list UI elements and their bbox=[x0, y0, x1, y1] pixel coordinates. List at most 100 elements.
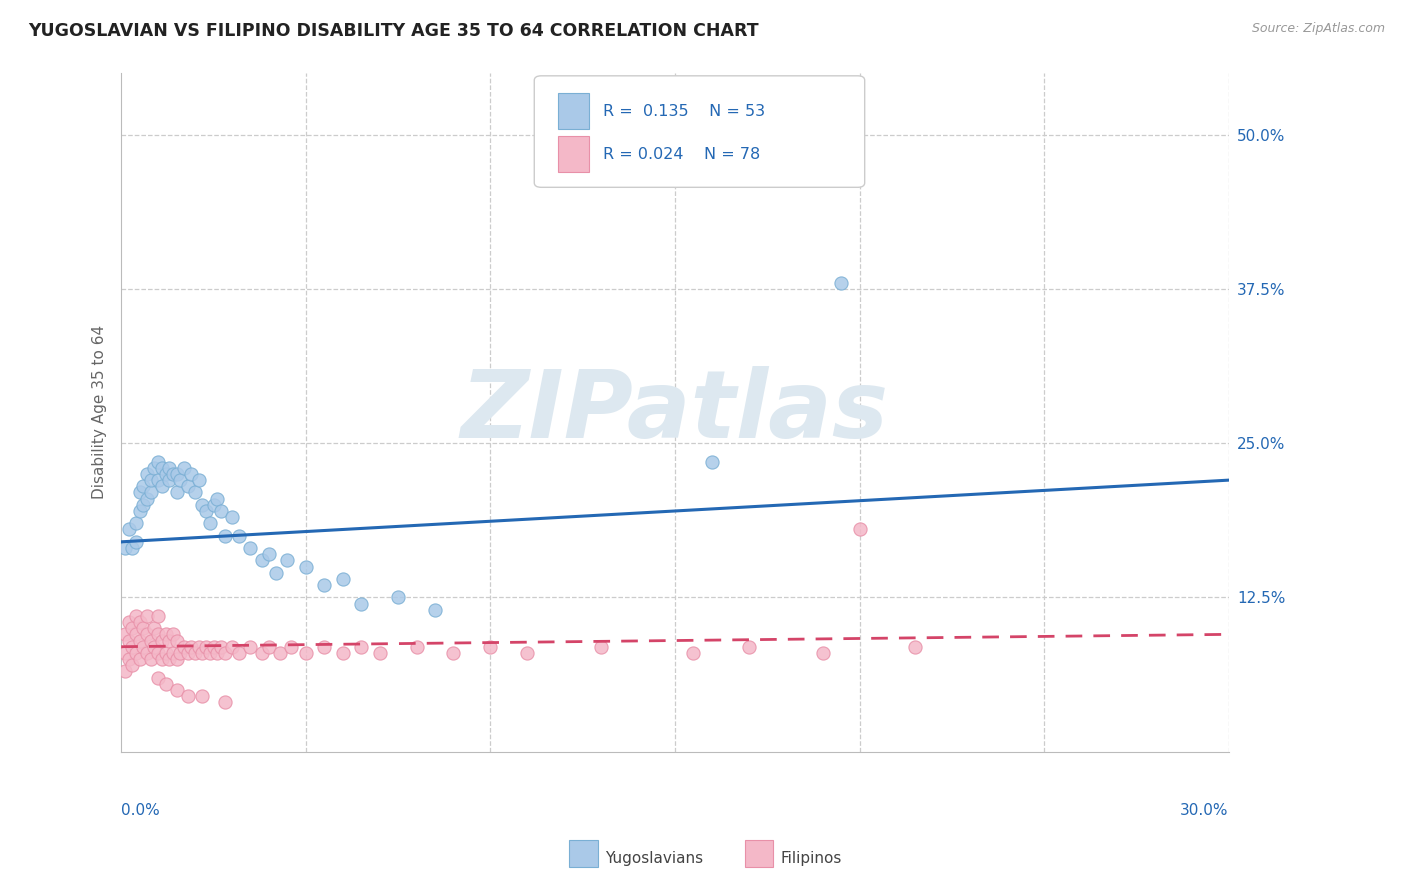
Point bbox=[221, 510, 243, 524]
Point bbox=[214, 695, 236, 709]
Point bbox=[128, 485, 150, 500]
Point bbox=[128, 504, 150, 518]
Point bbox=[314, 578, 336, 592]
Point bbox=[176, 479, 198, 493]
Point bbox=[811, 646, 834, 660]
Point bbox=[162, 627, 184, 641]
Point bbox=[443, 646, 465, 660]
Point bbox=[904, 640, 927, 654]
Point bbox=[184, 485, 207, 500]
Point bbox=[166, 682, 188, 697]
Point bbox=[125, 516, 148, 531]
Point bbox=[276, 553, 298, 567]
Point bbox=[264, 566, 287, 580]
Point bbox=[117, 615, 139, 629]
Point bbox=[516, 646, 538, 660]
Point bbox=[202, 640, 225, 654]
Point bbox=[250, 646, 273, 660]
Point bbox=[132, 640, 155, 654]
Point bbox=[136, 646, 159, 660]
Point bbox=[136, 608, 159, 623]
Point bbox=[114, 541, 136, 555]
Text: Source: ZipAtlas.com: Source: ZipAtlas.com bbox=[1251, 22, 1385, 36]
Point bbox=[176, 646, 198, 660]
Point bbox=[173, 640, 195, 654]
Point bbox=[114, 627, 136, 641]
Point bbox=[191, 498, 214, 512]
Point bbox=[155, 467, 177, 481]
Point bbox=[202, 498, 225, 512]
Point bbox=[146, 608, 169, 623]
Point bbox=[121, 658, 143, 673]
Point bbox=[157, 633, 180, 648]
Point bbox=[146, 627, 169, 641]
Point bbox=[162, 646, 184, 660]
Text: 30.0%: 30.0% bbox=[1180, 804, 1229, 818]
Point bbox=[128, 615, 150, 629]
Point bbox=[591, 640, 613, 654]
Point bbox=[423, 603, 446, 617]
Point bbox=[166, 485, 188, 500]
Point bbox=[257, 547, 280, 561]
Point bbox=[682, 646, 704, 660]
Point bbox=[195, 640, 218, 654]
Point bbox=[191, 689, 214, 703]
Point bbox=[184, 646, 207, 660]
Point bbox=[294, 646, 316, 660]
Text: Yugoslavians: Yugoslavians bbox=[605, 852, 703, 866]
Point bbox=[132, 479, 155, 493]
Point bbox=[387, 591, 409, 605]
Point bbox=[479, 640, 502, 654]
Point bbox=[132, 498, 155, 512]
Point bbox=[139, 652, 162, 666]
Point bbox=[191, 646, 214, 660]
Text: YUGOSLAVIAN VS FILIPINO DISABILITY AGE 35 TO 64 CORRELATION CHART: YUGOSLAVIAN VS FILIPINO DISABILITY AGE 3… bbox=[28, 22, 759, 40]
Point bbox=[176, 689, 198, 703]
Point bbox=[121, 621, 143, 635]
Point bbox=[738, 640, 761, 654]
Point bbox=[136, 467, 159, 481]
Point bbox=[187, 640, 209, 654]
Point bbox=[132, 621, 155, 635]
Point bbox=[209, 640, 232, 654]
Point bbox=[314, 640, 336, 654]
Point bbox=[162, 467, 184, 481]
Text: ZIPatlas: ZIPatlas bbox=[461, 367, 889, 458]
Point bbox=[155, 627, 177, 641]
Point bbox=[157, 473, 180, 487]
Point bbox=[180, 467, 202, 481]
Point bbox=[280, 640, 302, 654]
Point bbox=[209, 504, 232, 518]
Point bbox=[139, 473, 162, 487]
Point bbox=[114, 646, 136, 660]
Point bbox=[221, 640, 243, 654]
Text: 0.0%: 0.0% bbox=[121, 804, 160, 818]
Point bbox=[146, 455, 169, 469]
Point bbox=[187, 473, 209, 487]
Y-axis label: Disability Age 35 to 64: Disability Age 35 to 64 bbox=[93, 326, 107, 500]
Point bbox=[166, 467, 188, 481]
Point bbox=[239, 640, 262, 654]
Point bbox=[150, 460, 173, 475]
Point bbox=[257, 640, 280, 654]
Point bbox=[121, 640, 143, 654]
Point bbox=[214, 646, 236, 660]
Point bbox=[117, 633, 139, 648]
Point bbox=[155, 676, 177, 690]
Point bbox=[128, 652, 150, 666]
Point bbox=[228, 529, 250, 543]
Point bbox=[166, 652, 188, 666]
Point bbox=[143, 460, 166, 475]
Text: Filipinos: Filipinos bbox=[780, 852, 842, 866]
Point bbox=[125, 627, 148, 641]
Point bbox=[368, 646, 391, 660]
Point bbox=[591, 140, 613, 154]
Point bbox=[180, 640, 202, 654]
Point bbox=[228, 646, 250, 660]
Point bbox=[117, 652, 139, 666]
Point bbox=[214, 529, 236, 543]
Point bbox=[173, 460, 195, 475]
Point bbox=[169, 473, 191, 487]
Point bbox=[250, 553, 273, 567]
Text: R = 0.024    N = 78: R = 0.024 N = 78 bbox=[603, 146, 761, 161]
